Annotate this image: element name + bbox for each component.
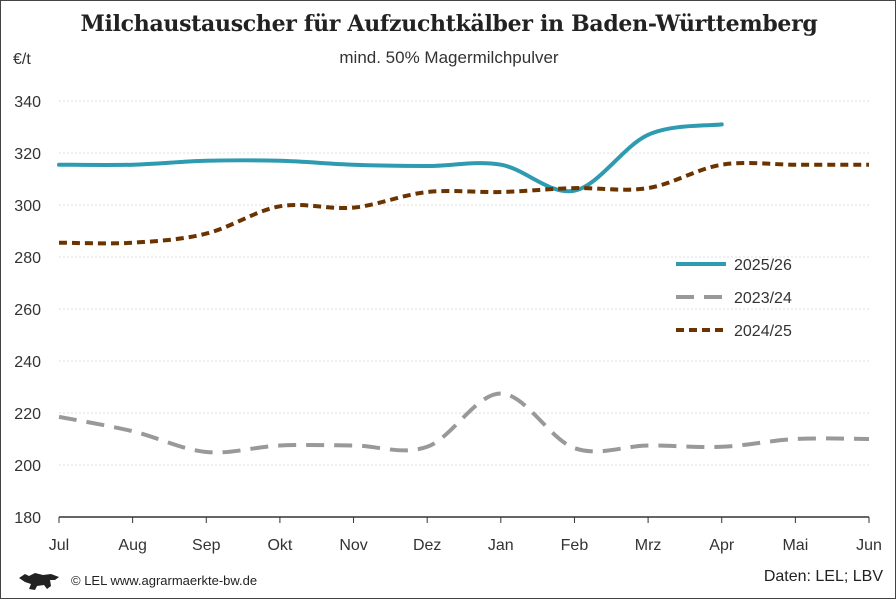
x-tick-label: Jul bbox=[49, 537, 69, 554]
series-line-2024-25 bbox=[58, 160, 869, 246]
legend-label: 2025/26 bbox=[734, 257, 792, 274]
x-tick-label: Jan bbox=[488, 537, 514, 554]
y-tick-label: 340 bbox=[14, 94, 41, 111]
chart-subtitle: mind. 50% Magermilchpulver bbox=[339, 48, 559, 67]
x-tick-label: Aug bbox=[118, 537, 146, 554]
y-tick-label: 320 bbox=[14, 146, 41, 163]
y-tick-label: 200 bbox=[14, 458, 41, 475]
x-tick-label: Mrz bbox=[635, 537, 662, 554]
x-tick-label: Mai bbox=[782, 537, 808, 554]
series-line-2023-24 bbox=[58, 391, 870, 455]
x-tick-label: Apr bbox=[709, 537, 735, 554]
chart-title: Milchaustauscher für Aufzuchtkälber in B… bbox=[80, 11, 818, 37]
y-tick-label: 240 bbox=[14, 354, 41, 371]
y-tick-label: 260 bbox=[14, 302, 41, 319]
x-tick-label: Feb bbox=[561, 537, 589, 554]
x-tick-label: Dez bbox=[413, 537, 441, 554]
y-tick-label: 300 bbox=[14, 198, 41, 215]
legend-label: 2024/25 bbox=[734, 323, 792, 340]
copyright-link[interactable]: © LEL www.agrarmaerkte-bw.de bbox=[71, 573, 258, 588]
x-tick-label: Jun bbox=[856, 537, 882, 554]
data-source: Daten: LEL; LBV bbox=[763, 568, 883, 585]
y-axis-unit: €/t bbox=[13, 51, 31, 68]
x-tick-label: Nov bbox=[339, 537, 367, 554]
series-line-2025-26 bbox=[57, 122, 724, 194]
y-tick-label: 180 bbox=[14, 510, 41, 527]
y-tick-label: 220 bbox=[14, 406, 41, 423]
baden-wuerttemberg-lion-logo-icon bbox=[19, 573, 59, 590]
legend-label: 2023/24 bbox=[734, 290, 792, 307]
x-tick-label: Sep bbox=[192, 537, 221, 554]
x-tick-label: Okt bbox=[267, 537, 292, 554]
y-tick-label: 280 bbox=[14, 250, 41, 267]
